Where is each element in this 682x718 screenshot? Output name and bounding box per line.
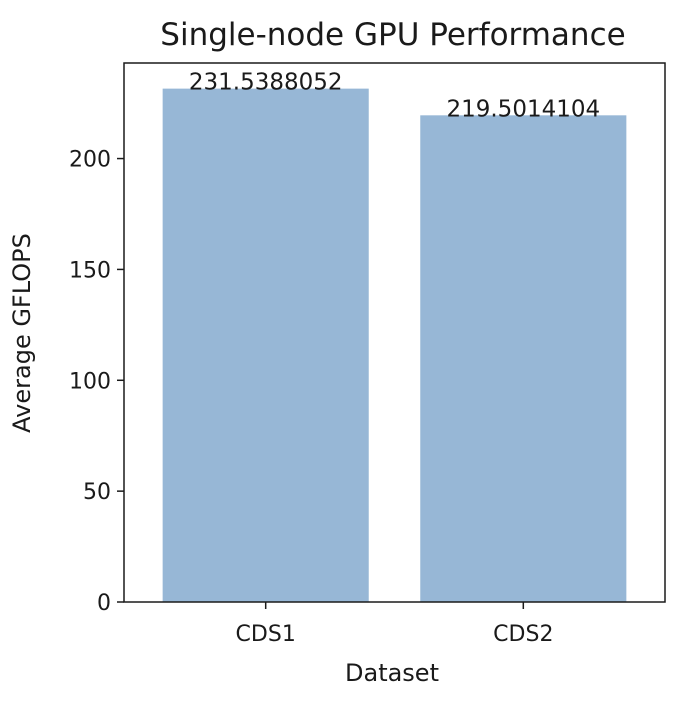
chart-title: Single-node GPU Performance: [160, 17, 625, 53]
plot-frame: [123, 62, 666, 603]
bars: [162, 88, 627, 602]
x-tick-label: CDS1: [236, 622, 296, 647]
data-label-cds1: 231.5388052: [189, 70, 343, 96]
data-label-cds2: 219.5014104: [446, 96, 600, 122]
bar-cds1: [162, 88, 369, 602]
x-tick-label: CDS2: [493, 622, 553, 647]
x-axis: CDS1 CDS2: [236, 602, 553, 647]
y-tick-label: 200: [69, 148, 111, 173]
y-axis-label: Average GFLOPS: [8, 233, 36, 433]
y-tick-label: 100: [69, 369, 111, 394]
y-tick-label: 50: [83, 480, 111, 505]
data-labels: 231.5388052 219.5014104: [189, 70, 600, 123]
x-axis-label: Dataset: [345, 659, 439, 687]
y-tick-label: 150: [69, 258, 111, 283]
bar-cds2: [420, 115, 627, 602]
y-tick-label: 0: [97, 591, 111, 616]
y-axis: 0 50 100 150 200: [69, 148, 124, 616]
